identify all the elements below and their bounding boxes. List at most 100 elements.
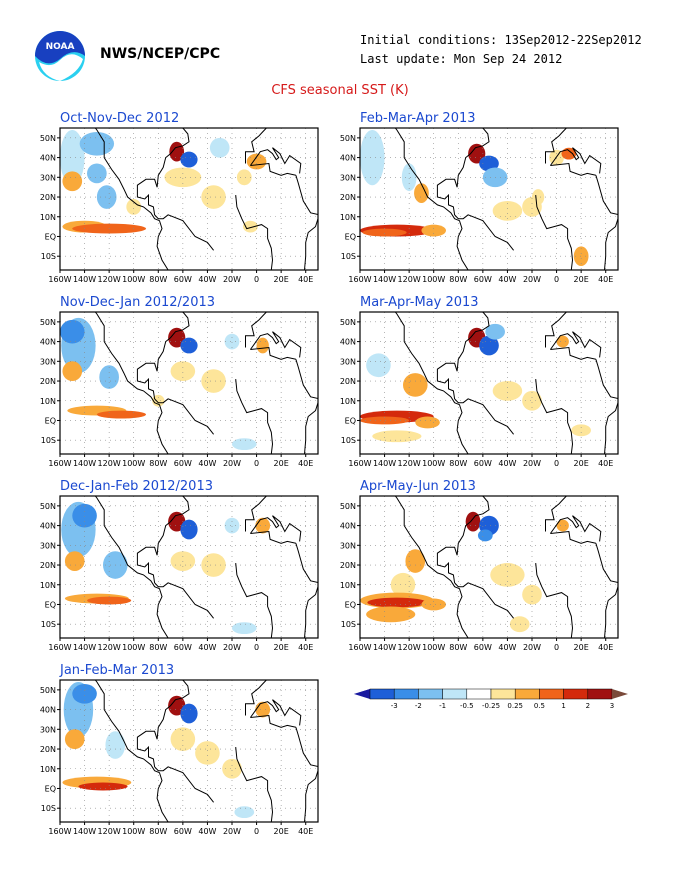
lon-tick-label: 60W	[174, 459, 192, 468]
lon-tick-label: 140W	[73, 643, 96, 652]
map-panel-ndj: 160W 140W 120W 100W 80W 60W 40W 20W 0 20E 40E 50N 40…	[40, 311, 319, 468]
sst-anomaly-region	[414, 183, 429, 203]
lon-tick-label: 0	[554, 459, 559, 468]
sst-anomaly-region	[180, 337, 198, 354]
sst-anomaly-region	[362, 228, 407, 237]
lat-tick-label: EQ	[45, 416, 56, 425]
sst-anomaly-region	[360, 129, 385, 186]
lon-tick-label: 40W	[498, 459, 516, 468]
lon-tick-label: 40E	[298, 275, 313, 284]
lon-tick-label: 100W	[422, 459, 445, 468]
lat-tick-label: EQ	[345, 232, 356, 241]
lon-tick-label: 160W	[48, 459, 71, 468]
lon-tick-label: 40W	[498, 643, 516, 652]
lon-tick-label: 20E	[574, 459, 589, 468]
lon-tick-label: 60W	[174, 275, 192, 284]
panel-title-dec-jan-feb: Dec-Jan-Feb 2012/2013	[60, 479, 213, 494]
lat-tick-label: 50N	[340, 134, 356, 143]
sst-anomaly-region	[477, 529, 493, 542]
lat-tick-label: 50N	[40, 318, 56, 327]
panel-title-oct-nov-dec: Oct-Nov-Dec 2012	[60, 111, 180, 126]
sst-anomaly-region	[64, 551, 85, 571]
colorbar-segment	[587, 688, 613, 700]
lon-tick-label: 100W	[122, 643, 145, 652]
colorbar-label: 0.25	[507, 702, 523, 710]
sst-anomaly-region	[421, 598, 447, 611]
lat-tick-label: 10N	[40, 581, 56, 590]
lon-tick-label: 120W	[98, 459, 121, 468]
noaa-logo-icon: NOAA	[35, 31, 85, 81]
sst-anomaly-region	[180, 519, 198, 540]
lon-tick-label: 80W	[149, 643, 167, 652]
lat-tick-label: 10S	[341, 436, 356, 445]
map-panel-mam: 160W 140W 120W 100W 80W 60W 40W 20W 0 20E 40E 50N 40…	[340, 311, 619, 468]
lon-tick-label: 80W	[149, 459, 167, 468]
sst-anomaly-region	[72, 683, 97, 704]
lon-tick-label: 40E	[298, 827, 313, 836]
lon-tick-label: 60W	[474, 643, 492, 652]
lon-tick-label: 160W	[348, 275, 371, 284]
sst-anomaly-region	[234, 806, 255, 819]
lat-tick-label: EQ	[45, 232, 56, 241]
sst-anomaly-region	[367, 597, 427, 608]
sst-anomaly-region	[556, 335, 569, 348]
lat-tick-label: 10S	[41, 804, 56, 813]
lon-tick-label: 40W	[498, 275, 516, 284]
sst-anomaly-region	[62, 361, 83, 382]
lat-tick-label: 40N	[40, 154, 56, 163]
lat-tick-label: 20N	[40, 561, 56, 570]
sst-anomaly-region	[62, 171, 83, 192]
lon-tick-label: 40E	[298, 459, 313, 468]
lat-tick-label: 10S	[341, 620, 356, 629]
sst-anomaly-region	[366, 606, 416, 623]
lon-tick-label: 160W	[48, 275, 71, 284]
lon-tick-label: 20E	[574, 643, 589, 652]
sst-anomaly-region	[465, 511, 481, 532]
sst-anomaly-region	[509, 616, 530, 633]
map-panel-jfm: 160W 140W 120W 100W 80W 60W 40W 20W 0 20E 40E 50N 40…	[40, 679, 319, 836]
lat-tick-label: 10N	[40, 397, 56, 406]
lat-tick-label: 20N	[40, 377, 56, 386]
lon-tick-label: 0	[254, 827, 259, 836]
sst-anomaly-region	[72, 503, 97, 528]
sst-anomaly-region	[170, 727, 196, 752]
lon-tick-label: 20E	[274, 643, 289, 652]
lon-tick-label: 80W	[449, 643, 467, 652]
lat-tick-label: 30N	[340, 173, 356, 182]
lon-tick-label: 100W	[422, 643, 445, 652]
lon-tick-label: 80W	[449, 459, 467, 468]
sst-anomaly-region	[405, 549, 426, 573]
map-panel-fma: 160W 140W 120W 100W 80W 60W 40W 20W 0 20E 40E 50N 40…	[340, 127, 619, 284]
sst-anomaly-region	[222, 758, 242, 779]
lon-tick-label: 20W	[223, 643, 241, 652]
sst-anomaly-region	[201, 369, 226, 393]
colorbar-segment	[563, 688, 589, 700]
colorbar-label: -0.25	[482, 702, 500, 710]
chart-title: CFS seasonal SST (K)	[271, 83, 409, 98]
sst-anomaly-region	[468, 143, 486, 164]
lat-tick-label: 30N	[340, 357, 356, 366]
sst-anomaly-region	[195, 741, 220, 765]
logo-lettering: NOAA	[46, 42, 75, 52]
colorbar-segment	[514, 688, 540, 700]
lat-tick-label: 30N	[40, 541, 56, 550]
sst-anomaly-region	[532, 189, 545, 205]
sst-anomaly-region	[571, 424, 591, 437]
lon-tick-label: 140W	[73, 459, 96, 468]
lon-tick-label: 120W	[98, 643, 121, 652]
sst-anomaly-region	[224, 517, 240, 534]
lat-tick-label: 30N	[40, 173, 56, 182]
sst-anomaly-region	[105, 731, 126, 759]
lat-tick-label: 10N	[40, 765, 56, 774]
lon-tick-label: 100W	[122, 827, 145, 836]
sst-anomaly-region	[64, 729, 85, 750]
sst-anomaly-region	[421, 224, 447, 237]
lon-tick-label: 40W	[198, 459, 216, 468]
sst-anomaly-region	[492, 200, 523, 221]
lat-tick-label: 30N	[40, 357, 56, 366]
lat-tick-label: 10N	[340, 397, 356, 406]
sst-anomaly-region	[479, 335, 499, 356]
sst-anomaly-region	[201, 185, 226, 209]
sst-anomaly-region	[360, 416, 410, 425]
sst-anomaly-region	[415, 416, 440, 429]
